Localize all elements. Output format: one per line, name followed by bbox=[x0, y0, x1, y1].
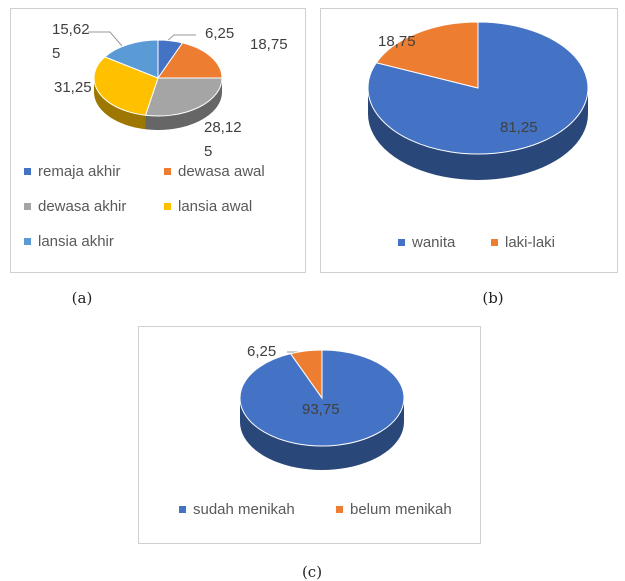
slice bbox=[93, 56, 159, 116]
data-label: 18,75 bbox=[250, 36, 288, 53]
slice bbox=[157, 42, 223, 79]
legend-marker bbox=[164, 203, 171, 210]
slice bbox=[289, 349, 323, 400]
legend-marker bbox=[24, 238, 31, 245]
caption: (b) bbox=[482, 289, 503, 307]
legend-label: dewasa akhir bbox=[38, 198, 126, 215]
leader-line bbox=[165, 34, 196, 43]
legend-label: lansia awal bbox=[178, 198, 252, 215]
legend-marker bbox=[491, 239, 498, 246]
legend-label: lansia akhir bbox=[38, 233, 114, 250]
legend-marker bbox=[24, 168, 31, 175]
data-label: 28,125 bbox=[204, 119, 242, 160]
legend-label: wanita bbox=[411, 234, 456, 251]
legend-marker bbox=[398, 239, 405, 246]
caption: (c) bbox=[302, 563, 322, 581]
slice-side bbox=[368, 88, 588, 180]
data-label: 81,25 bbox=[500, 119, 538, 136]
data-label: 18,75 bbox=[378, 33, 416, 50]
data-label: 15,625 bbox=[52, 21, 90, 62]
legend-label: dewasa awal bbox=[178, 163, 265, 180]
slice-side bbox=[94, 78, 146, 130]
slice-side bbox=[240, 398, 404, 470]
slice bbox=[144, 77, 223, 117]
slice bbox=[375, 21, 479, 89]
legend-label: belum menikah bbox=[350, 501, 452, 518]
caption: (a) bbox=[72, 289, 93, 307]
data-label: 93,75 bbox=[302, 401, 340, 418]
legend-label: laki-laki bbox=[505, 234, 555, 251]
legend-marker bbox=[179, 506, 186, 513]
data-label: 6,25 bbox=[247, 343, 277, 360]
leader-line bbox=[88, 31, 123, 47]
legend-label: sudah menikah bbox=[193, 501, 295, 518]
legend-marker bbox=[336, 506, 343, 513]
slice-side bbox=[145, 78, 222, 130]
data-label: 6,25 bbox=[205, 25, 235, 42]
legend-marker bbox=[164, 168, 171, 175]
legend-marker bbox=[24, 203, 31, 210]
slice bbox=[103, 39, 159, 79]
data-label: 31,25 bbox=[54, 79, 92, 96]
legend-label: remaja akhir bbox=[38, 163, 121, 180]
